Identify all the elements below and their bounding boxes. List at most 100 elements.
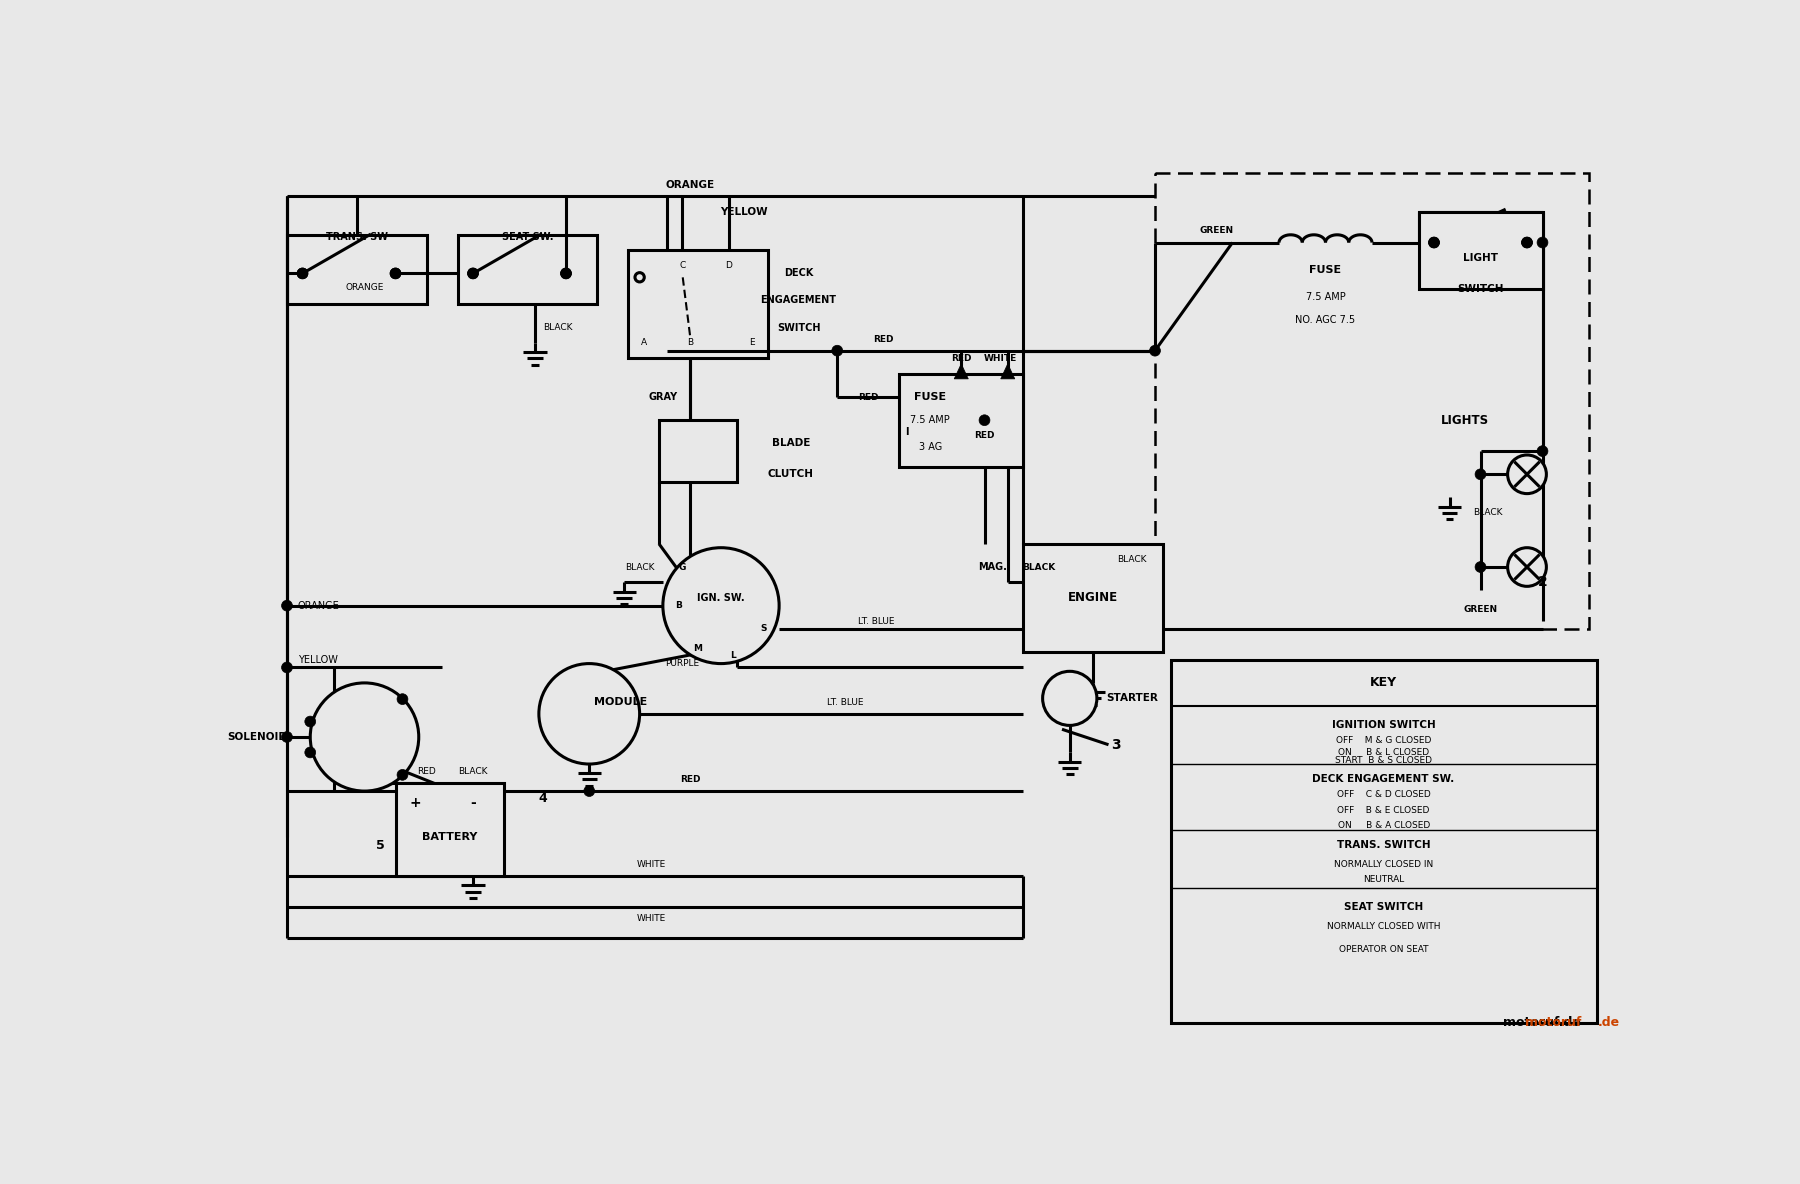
Text: 7.5 AMP: 7.5 AMP	[1305, 291, 1345, 302]
Text: SEAT SWITCH: SEAT SWITCH	[1345, 902, 1424, 912]
Text: BLACK: BLACK	[625, 562, 655, 572]
Text: BLACK: BLACK	[1118, 555, 1147, 564]
Text: OFF    M & G CLOSED: OFF M & G CLOSED	[1336, 736, 1431, 746]
Circle shape	[281, 600, 292, 611]
Text: WHITE: WHITE	[983, 354, 1017, 363]
Text: L: L	[729, 651, 736, 661]
Bar	[1156, 173, 1589, 629]
Text: START  B & S CLOSED: START B & S CLOSED	[1336, 755, 1433, 765]
Circle shape	[398, 770, 409, 780]
Circle shape	[1521, 237, 1532, 247]
Text: CLUTCH: CLUTCH	[769, 469, 814, 480]
Text: YELLOW: YELLOW	[299, 655, 338, 664]
Text: STARTER: STARTER	[1105, 694, 1157, 703]
Bar	[396, 784, 504, 876]
Text: LIGHTS: LIGHTS	[1442, 413, 1489, 426]
Text: I: I	[905, 426, 909, 437]
Text: BATTERY: BATTERY	[421, 832, 477, 843]
Circle shape	[1537, 445, 1548, 457]
Text: ORANGE: ORANGE	[297, 600, 338, 611]
Text: 2: 2	[1537, 575, 1548, 590]
Text: YELLOW: YELLOW	[720, 207, 769, 217]
Circle shape	[468, 268, 479, 278]
Text: NO. AGC 7.5: NO. AGC 7.5	[1296, 315, 1355, 324]
Text: 3: 3	[1111, 738, 1121, 752]
Circle shape	[1429, 237, 1440, 247]
Bar	[457, 234, 598, 304]
Text: LT. BLUE: LT. BLUE	[826, 697, 864, 707]
Text: TRANS. SW: TRANS. SW	[326, 232, 387, 242]
Text: RED: RED	[974, 431, 995, 440]
Text: IGNITION SWITCH: IGNITION SWITCH	[1332, 720, 1436, 731]
Text: IGN. SW.: IGN. SW.	[697, 593, 745, 603]
Text: GREEN: GREEN	[1201, 226, 1235, 236]
Text: .de: .de	[1598, 1016, 1620, 1029]
Text: OFF    C & D CLOSED: OFF C & D CLOSED	[1337, 791, 1431, 799]
Circle shape	[391, 268, 401, 278]
Circle shape	[1429, 237, 1440, 247]
Circle shape	[979, 414, 990, 425]
Circle shape	[560, 268, 571, 278]
Bar	[1170, 659, 1597, 1023]
Text: DECK: DECK	[783, 269, 814, 278]
Bar	[900, 374, 1022, 466]
Text: RED: RED	[873, 335, 895, 343]
Circle shape	[1042, 671, 1096, 726]
Text: RED: RED	[680, 776, 700, 784]
Text: -: -	[470, 796, 475, 810]
Text: SOLENOID: SOLENOID	[227, 732, 286, 742]
Text: SWITCH: SWITCH	[778, 322, 821, 333]
Bar	[628, 250, 767, 359]
Bar	[1022, 543, 1163, 652]
Text: S: S	[760, 624, 767, 633]
Text: 3 AG: 3 AG	[918, 443, 941, 452]
Circle shape	[1521, 237, 1532, 247]
Circle shape	[310, 683, 419, 791]
Circle shape	[538, 663, 639, 764]
Circle shape	[662, 548, 779, 663]
Circle shape	[398, 694, 409, 704]
Text: D: D	[725, 262, 733, 270]
Text: BLACK: BLACK	[544, 323, 572, 332]
Circle shape	[1150, 346, 1161, 356]
Text: motoruf: motoruf	[1525, 1016, 1580, 1029]
Text: motoruf.de: motoruf.de	[1503, 1016, 1580, 1029]
Text: BLACK: BLACK	[1022, 562, 1055, 572]
Circle shape	[281, 662, 292, 673]
Text: 4: 4	[538, 792, 547, 805]
Circle shape	[304, 747, 315, 758]
Text: MODULE: MODULE	[594, 697, 646, 707]
Text: OPERATOR ON SEAT: OPERATOR ON SEAT	[1339, 945, 1429, 954]
Text: FUSE: FUSE	[1309, 264, 1341, 275]
Text: A: A	[641, 339, 646, 347]
Text: WHITE: WHITE	[637, 914, 666, 924]
Text: NORMALLY CLOSED IN: NORMALLY CLOSED IN	[1334, 860, 1433, 869]
Text: PURPLE: PURPLE	[666, 659, 700, 668]
Bar	[1418, 212, 1543, 289]
Text: RED: RED	[950, 354, 972, 363]
Text: NORMALLY CLOSED WITH: NORMALLY CLOSED WITH	[1327, 922, 1440, 931]
Text: GRAY: GRAY	[648, 392, 677, 403]
Text: BLACK: BLACK	[459, 767, 488, 777]
Text: ORANGE: ORANGE	[346, 283, 383, 291]
Circle shape	[391, 268, 401, 278]
Circle shape	[297, 268, 308, 278]
Text: RED: RED	[859, 393, 878, 401]
Polygon shape	[1001, 363, 1015, 379]
Text: G: G	[679, 562, 686, 572]
Circle shape	[560, 268, 571, 278]
Text: SEAT SW.: SEAT SW.	[502, 232, 553, 242]
Circle shape	[281, 732, 292, 742]
Circle shape	[1474, 561, 1487, 572]
Circle shape	[583, 786, 594, 797]
Text: C: C	[679, 262, 686, 270]
Text: FUSE: FUSE	[914, 392, 947, 403]
Text: KEY: KEY	[1370, 676, 1397, 689]
Text: RED: RED	[418, 767, 436, 777]
Polygon shape	[954, 363, 968, 379]
Text: B: B	[688, 339, 693, 347]
Text: TRANS. SWITCH: TRANS. SWITCH	[1337, 841, 1431, 850]
Text: DECK ENGAGEMENT SW.: DECK ENGAGEMENT SW.	[1312, 774, 1454, 785]
Circle shape	[1508, 455, 1546, 494]
Text: ON     B & L CLOSED: ON B & L CLOSED	[1337, 748, 1429, 757]
